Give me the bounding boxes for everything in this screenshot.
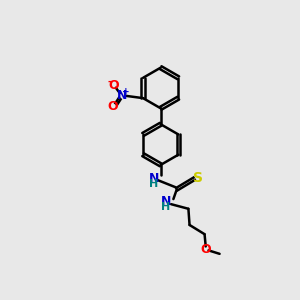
Text: O: O	[200, 243, 211, 256]
Text: +: +	[122, 87, 130, 96]
Text: O: O	[107, 100, 118, 113]
Text: H: H	[161, 202, 171, 212]
Text: H: H	[149, 179, 158, 189]
Text: N: N	[161, 195, 171, 208]
Text: S: S	[193, 171, 202, 184]
Text: N: N	[148, 172, 159, 185]
Text: -: -	[108, 76, 112, 86]
Text: O: O	[108, 79, 119, 92]
Text: N: N	[116, 89, 127, 102]
